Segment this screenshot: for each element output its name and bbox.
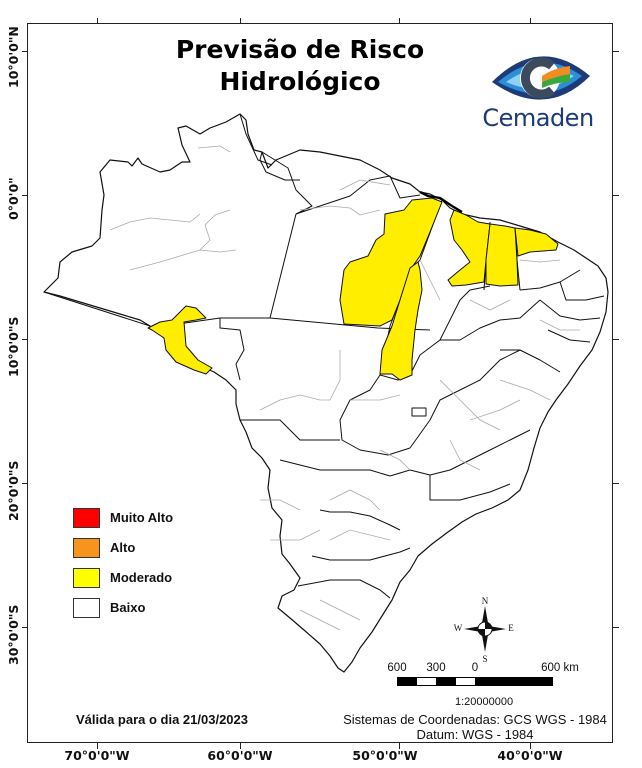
scale-label-300: 300 bbox=[426, 662, 446, 674]
lon-label-50w: 50°0'0"W bbox=[352, 748, 418, 763]
scale-bar bbox=[397, 677, 553, 686]
legend-label: Moderado bbox=[110, 570, 173, 585]
tick-bottom-60w bbox=[240, 743, 241, 749]
compass-e: E bbox=[508, 623, 514, 633]
tick-bottom-50w bbox=[399, 743, 400, 749]
legend-swatch-alto bbox=[73, 538, 100, 558]
tick-left-30s bbox=[22, 627, 28, 628]
tick-left-10s bbox=[22, 339, 28, 340]
legend-swatch-muito-alto bbox=[73, 508, 100, 528]
region-borders bbox=[109, 145, 580, 631]
area-piaui-norte bbox=[485, 223, 519, 287]
tick-bottom-70w bbox=[97, 743, 98, 749]
brazil-outline bbox=[43, 113, 609, 673]
area-tocantins-oeste bbox=[379, 261, 423, 381]
compass-w: W bbox=[454, 623, 463, 633]
tick-left-10n bbox=[22, 51, 28, 52]
legend-label: Muito Alto bbox=[110, 510, 174, 525]
lon-label-60w: 60°0'0"W bbox=[207, 748, 273, 763]
map-title: Previsão de Risco Hidrológico bbox=[150, 34, 450, 98]
tick-top-50w bbox=[399, 18, 400, 24]
coastline-amazon-delta bbox=[419, 190, 463, 214]
area-para-leste bbox=[339, 197, 443, 327]
tick-right-20s bbox=[613, 483, 619, 484]
lon-label-70w: 70°0'0"W bbox=[64, 748, 130, 763]
datum: Datum: WGS - 1984 bbox=[416, 727, 534, 742]
tick-left-0 bbox=[22, 195, 28, 196]
title-line-1: Previsão de Risco bbox=[175, 35, 425, 64]
area-rondonia-norte bbox=[147, 305, 213, 375]
tick-right-30s bbox=[613, 627, 619, 628]
tick-top-40w bbox=[530, 18, 531, 24]
tick-left-20s bbox=[22, 483, 28, 484]
legend-label: Alto bbox=[110, 540, 136, 555]
tick-right-10s bbox=[613, 339, 619, 340]
moderado-areas bbox=[147, 197, 559, 381]
coordinate-system-info: Sistemas de Coordenadas: GCS WGS - 1984 … bbox=[340, 712, 610, 742]
tick-bottom-40w bbox=[530, 743, 531, 749]
tick-right-0 bbox=[613, 195, 619, 196]
tick-top-60w bbox=[240, 18, 241, 24]
compass-s: S bbox=[482, 654, 487, 664]
cemaden-eye-logo-icon bbox=[492, 56, 590, 100]
coord-system: Sistemas de Coordenadas: GCS WGS - 1984 bbox=[343, 712, 607, 727]
map-frame bbox=[27, 23, 613, 743]
legend-swatch-baixo bbox=[73, 598, 100, 618]
north-arrow-compass-icon: N S E W bbox=[454, 596, 515, 664]
tick-top-70w bbox=[97, 18, 98, 24]
legend-swatch-moderado bbox=[73, 568, 100, 588]
lon-label-40w: 40°0'0"W bbox=[497, 748, 563, 763]
scale-ratio: 1:20000000 bbox=[455, 696, 514, 708]
tick-right-10n bbox=[613, 51, 619, 52]
valid-date: Válida para o dia 21/03/2023 bbox=[76, 712, 248, 727]
scale-label-600-left: 600 bbox=[387, 662, 407, 674]
scale-label-600-km: 600 km bbox=[541, 662, 579, 674]
scale-label-0: 0 bbox=[471, 662, 479, 674]
legend-label: Baixo bbox=[110, 600, 146, 615]
compass-n: N bbox=[482, 596, 489, 606]
logo-text: Cemaden bbox=[482, 104, 594, 132]
area-maranhao bbox=[447, 209, 491, 287]
title-line-2: Hidrológico bbox=[219, 67, 381, 96]
area-ceara-norte bbox=[514, 227, 559, 257]
